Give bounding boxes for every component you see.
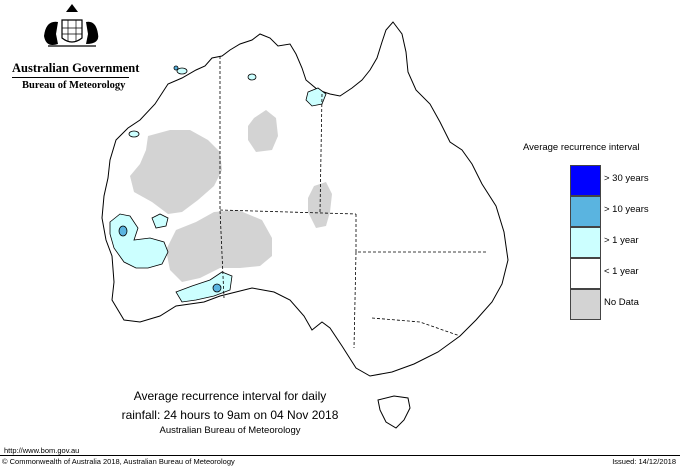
- recurrence-1-year-region: [305, 87, 327, 107]
- no-data-region: [130, 130, 222, 214]
- map-caption-source: Australian Bureau of Meteorology: [159, 425, 301, 436]
- no-data-region: [166, 210, 272, 282]
- no-data-region: [248, 110, 278, 152]
- coat-of-arms-icon: [44, 4, 99, 47]
- agency-name: Bureau of Meteorology: [22, 80, 126, 91]
- legend-label: < 1 year: [604, 266, 639, 277]
- legend-swatch: [570, 227, 601, 258]
- legend-swatch: [570, 289, 601, 320]
- tasmania: [377, 395, 411, 429]
- legend-swatch: [570, 258, 601, 289]
- recurrence-1-year-region: [128, 130, 140, 138]
- legend-swatch: [570, 196, 601, 227]
- legend-swatch: [570, 165, 601, 196]
- recurrence-1-year-region: [175, 271, 233, 303]
- bom-url-link[interactable]: http://www.bom.gov.au: [4, 446, 80, 455]
- recurrence-10-year-region: [173, 65, 179, 71]
- issued-date: Issued: 14/12/2018: [612, 457, 676, 466]
- legend-label: > 10 years: [604, 204, 649, 215]
- footer-divider: [0, 455, 680, 456]
- legend-label: No Data: [604, 297, 639, 308]
- legend-label: > 30 years: [604, 173, 649, 184]
- recurrence-1-year-region: [176, 67, 188, 75]
- map-caption-line1: Average recurrence interval for daily: [133, 389, 327, 403]
- header-divider: [12, 77, 129, 78]
- legend-title: Average recurrence interval: [523, 142, 640, 153]
- legend-label: > 1 year: [604, 235, 639, 246]
- map-caption-line2: rainfall: 24 hours to 9am on 04 Nov 2018: [121, 408, 339, 422]
- state-border: [219, 56, 225, 299]
- copyright-text: © Commonwealth of Australia 2018, Austra…: [2, 457, 235, 466]
- recurrence-1-year-region: [151, 213, 169, 229]
- recurrence-10-year-region: [118, 225, 128, 237]
- recurrence-1-year-region: [247, 73, 257, 81]
- recurrence-10-year-region: [212, 283, 222, 293]
- state-border: [371, 317, 461, 337]
- state-border: [219, 209, 357, 215]
- government-title: Australian Government: [12, 61, 140, 75]
- state-border: [353, 251, 357, 349]
